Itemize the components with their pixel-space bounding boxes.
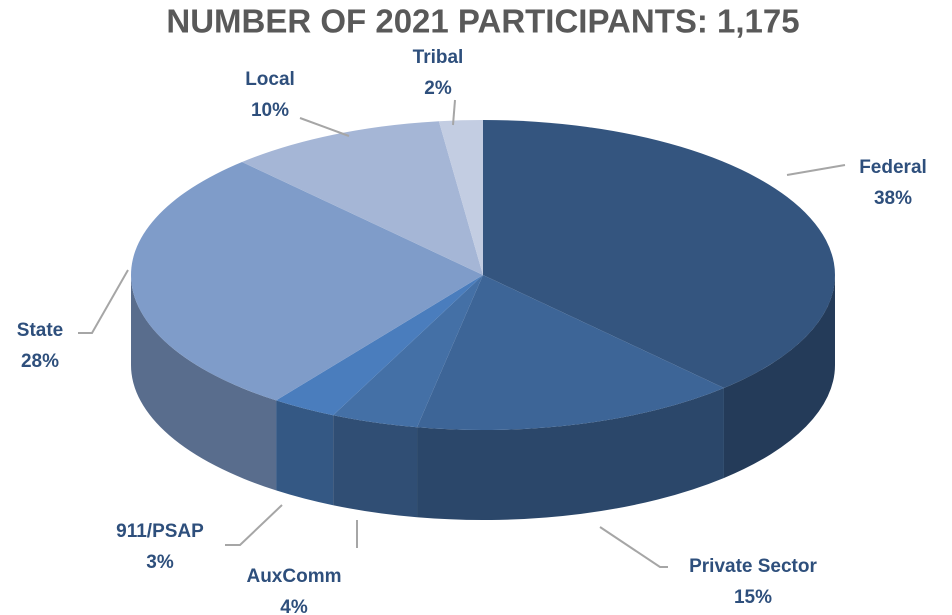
slice-value-label: 15% <box>734 587 772 608</box>
leader-line <box>225 504 283 546</box>
leader-line <box>599 526 668 568</box>
slice-value-label: 38% <box>874 188 912 209</box>
pie-slice <box>333 275 483 428</box>
slice-label: State <box>17 320 63 341</box>
slice-label: Federal <box>859 157 927 178</box>
leader-line <box>299 117 350 137</box>
slice-value-label: 3% <box>146 552 174 573</box>
pie-side <box>131 275 277 491</box>
slice-value-label: 2% <box>424 78 452 99</box>
pie-side <box>723 275 835 478</box>
pie-side <box>417 387 724 520</box>
leader-line <box>786 164 846 176</box>
slice-value-label: 10% <box>251 100 289 121</box>
slice-value-label: 4% <box>280 597 308 615</box>
pie-slice <box>276 275 483 416</box>
pie-side <box>333 415 418 518</box>
pie-slice <box>438 120 483 275</box>
pie-slice <box>130 162 483 401</box>
pie-side <box>276 400 334 506</box>
slice-label: Tribal <box>413 47 464 68</box>
pie-slice <box>242 121 483 275</box>
slice-label: Private Sector <box>689 556 817 577</box>
pie <box>130 120 835 520</box>
slice-label: 911/PSAP <box>116 521 204 542</box>
leader-line <box>78 269 129 334</box>
slice-label: Local <box>245 69 295 90</box>
pie-slice <box>417 275 724 430</box>
pie-slice <box>483 120 835 388</box>
slice-label: AuxComm <box>246 566 341 587</box>
chart-title: NUMBER OF 2021 PARTICIPANTS: 1,175 <box>166 3 799 40</box>
slice-value-label: 28% <box>21 351 59 372</box>
leader-line <box>452 99 456 126</box>
leader-lines <box>78 99 846 568</box>
